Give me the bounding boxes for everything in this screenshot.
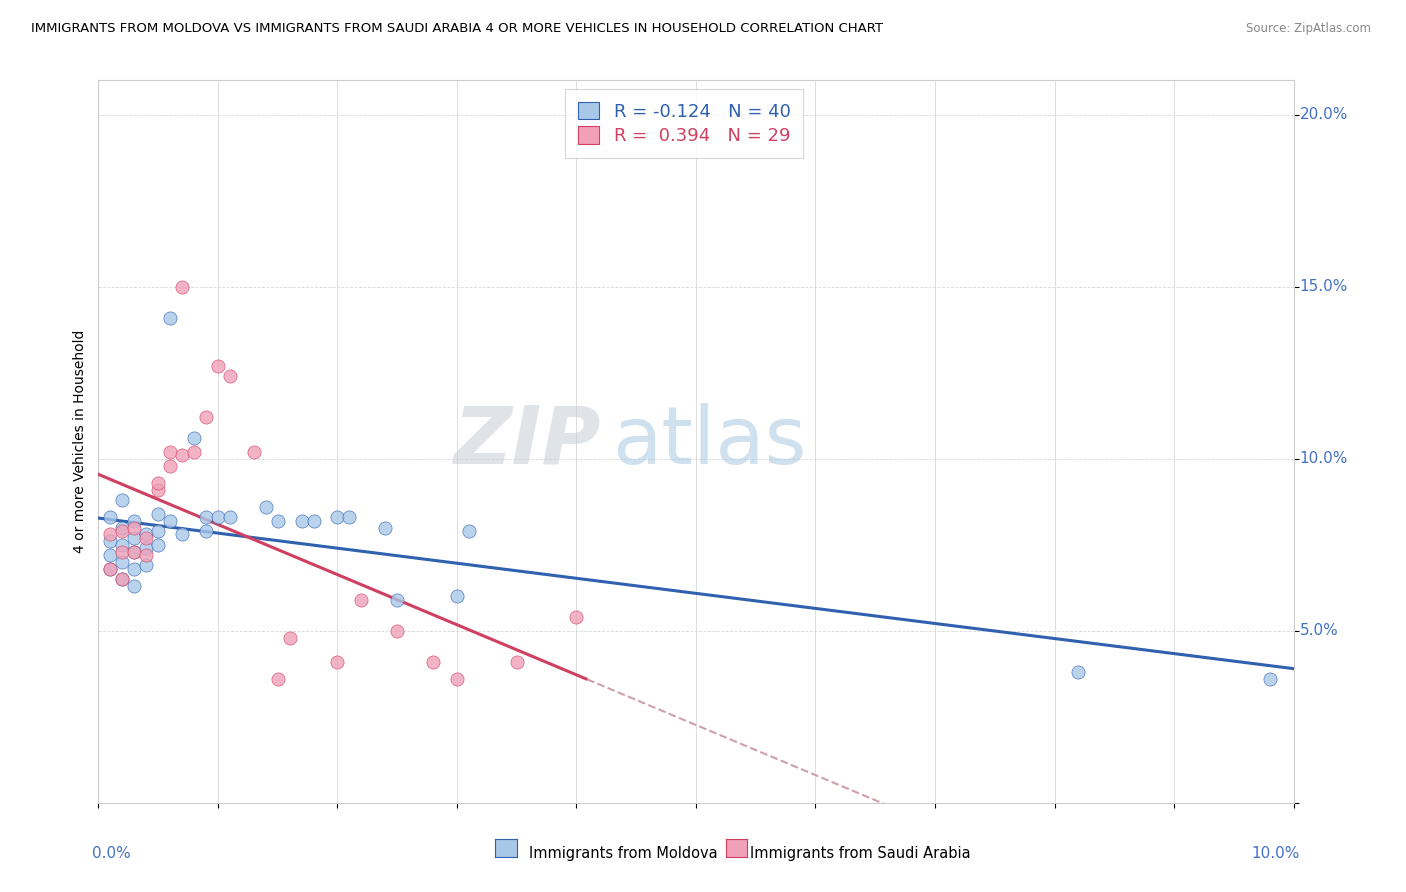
Point [148,475,170,490]
Point [98,562,122,576]
Point [267,514,290,528]
Point [111,493,134,508]
Point [458,524,481,538]
Point [446,590,468,604]
Point [219,510,242,524]
Point [172,448,194,462]
Point [111,524,134,538]
Point [159,458,181,473]
Point [219,369,242,384]
Point [422,655,444,669]
Point [254,500,277,514]
Text: Source: ZipAtlas.com: Source: ZipAtlas.com [1246,22,1371,36]
Point [1258,672,1281,686]
Point [111,520,134,534]
Y-axis label: 4 or more Vehicles in Household: 4 or more Vehicles in Household [73,330,87,553]
Point [446,672,468,686]
Point [207,510,229,524]
Point [385,592,409,607]
Point [148,524,170,538]
Point [195,410,218,425]
Point [111,538,134,552]
Point [385,624,409,638]
Point [278,631,301,645]
Text: Immigrants from Saudi Arabia: Immigrants from Saudi Arabia [749,847,970,861]
Point [172,527,194,541]
Point [291,514,314,528]
Point [98,510,122,524]
Point [243,445,266,459]
Point [135,531,157,545]
Point [135,541,157,556]
Point [267,672,290,686]
Point [111,572,134,586]
Point [207,359,229,373]
Point [111,544,134,558]
Point [183,431,205,445]
Point [148,538,170,552]
Text: atlas: atlas [613,402,807,481]
Point [326,655,349,669]
Point [565,610,588,624]
Text: 5.0%: 5.0% [1299,624,1339,639]
Point [111,572,134,586]
Point [195,524,218,538]
Point [124,514,146,528]
Point [124,562,146,576]
Text: IMMIGRANTS FROM MOLDOVA VS IMMIGRANTS FROM SAUDI ARABIA 4 OR MORE VEHICLES IN HO: IMMIGRANTS FROM MOLDOVA VS IMMIGRANTS FR… [31,22,883,36]
Point [98,527,122,541]
Point [148,507,170,521]
Point [98,562,122,576]
Point [339,510,361,524]
Point [135,548,157,562]
Point [124,544,146,558]
Point [159,514,181,528]
Point [1067,665,1090,679]
Point [172,279,194,293]
Point [302,514,325,528]
Point [374,520,396,534]
Point [124,544,146,558]
Point [124,531,146,545]
Point [111,555,134,569]
Point [183,445,205,459]
Point [506,655,529,669]
Point [159,445,181,459]
Text: 0.0%: 0.0% [93,847,131,861]
Legend: R = -0.124   N = 40, R =  0.394   N = 29: R = -0.124 N = 40, R = 0.394 N = 29 [565,89,803,158]
Point [135,527,157,541]
Point [98,534,122,549]
Point [135,558,157,573]
Point [148,483,170,497]
Text: 20.0%: 20.0% [1299,107,1348,122]
Point [326,510,349,524]
Point [124,579,146,593]
Point [350,592,373,607]
Point [195,510,218,524]
Text: 15.0%: 15.0% [1299,279,1348,294]
Text: 10.0%: 10.0% [1299,451,1348,467]
Text: ZIP: ZIP [453,402,600,481]
Point [98,548,122,562]
Point [159,310,181,325]
Point [124,520,146,534]
Text: 10.0%: 10.0% [1251,847,1299,861]
Text: Immigrants from Moldova: Immigrants from Moldova [529,847,717,861]
